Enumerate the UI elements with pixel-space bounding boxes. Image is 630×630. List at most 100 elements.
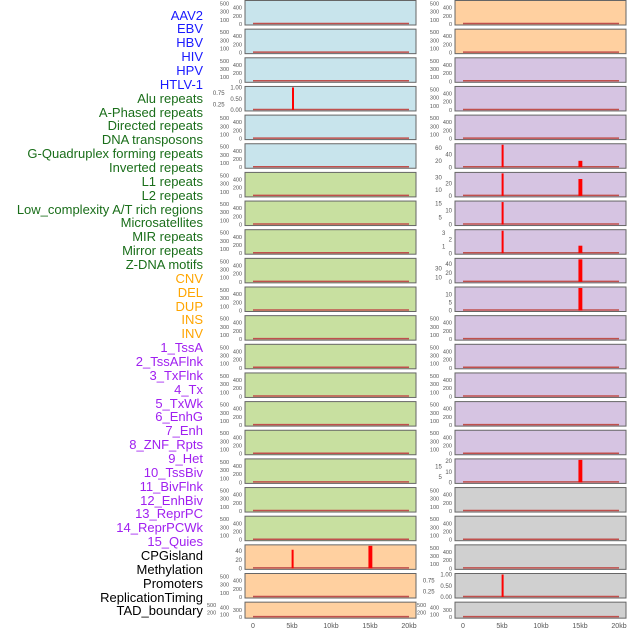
y-tick-label: 0 [449, 566, 452, 572]
y-tick-label: 300 [430, 96, 439, 102]
y-tick-label: 0 [449, 51, 452, 57]
y-tick-label: 3 [442, 231, 446, 237]
y-tick-label: 200 [443, 558, 452, 564]
y-tick-label: 0 [449, 165, 453, 171]
track-panel [244, 515, 417, 542]
y-tick-label: 200 [233, 358, 242, 364]
track-label: Mirror repeats [122, 243, 203, 259]
y-tick-label: 20 [445, 271, 452, 277]
y-tick-label: 300 [430, 325, 439, 331]
y-tick-label: 0.00 [440, 595, 452, 601]
y-tick-label: 100 [220, 304, 229, 310]
y-tick-label: 2 [449, 238, 453, 244]
y-tick-label: 100 [430, 505, 439, 511]
track-panel [454, 487, 627, 513]
y-tick-label: 0 [239, 137, 242, 143]
y-tick-label: 300 [220, 583, 229, 589]
y-tick-label: 400 [233, 149, 242, 155]
y-tick-label: 5 [438, 475, 442, 481]
y-tick-label: 500 [220, 1, 229, 7]
x-tick-label: 0 [461, 623, 465, 630]
track-label: HPV [176, 62, 203, 78]
y-tick-label: 20 [445, 459, 452, 465]
y-tick-label: 100 [220, 390, 229, 396]
track-panel [244, 372, 417, 398]
track-panel [244, 57, 417, 83]
y-tick-label: 100 [220, 247, 229, 253]
y-tick-label: 30 [435, 267, 442, 273]
y-tick-label: 200 [233, 186, 242, 192]
y-tick-label: 0 [239, 615, 242, 621]
track-panel [244, 458, 417, 484]
track-label: 11_BivFlnk [139, 478, 203, 494]
y-tick-label: 0 [239, 194, 242, 200]
y-tick-label: 100 [430, 362, 439, 368]
x-tick-label: 20kb [401, 623, 416, 630]
y-tick-label: 0 [449, 509, 452, 515]
y-tick-label: 200 [233, 214, 242, 220]
y-tick-label: 300 [220, 439, 229, 445]
y-tick-label: 400 [233, 235, 242, 241]
y-tick-label: 400 [233, 521, 242, 527]
track-panel [244, 143, 417, 169]
y-tick-label: 10 [435, 188, 442, 194]
track-label: Microsatellites [120, 215, 203, 231]
track-panel [244, 171, 417, 198]
y-tick-label: 500 [220, 517, 229, 523]
y-tick-label: 400 [430, 606, 439, 612]
y-tick-label: 100 [430, 534, 439, 540]
track-panel [454, 257, 627, 284]
y-tick-label: 500 [220, 403, 229, 409]
track-label: 12_EnhBiv [140, 492, 203, 508]
y-tick-label: 200 [443, 329, 452, 335]
track-label: Z-DNA motifs [125, 256, 203, 272]
track-panel [244, 544, 417, 570]
bar [368, 545, 373, 569]
track-label: 1_TssA [160, 340, 203, 356]
y-tick-label: 200 [443, 128, 452, 134]
track-panel [454, 229, 627, 255]
y-tick-label: 300 [220, 497, 229, 503]
y-tick-label: 200 [233, 272, 242, 278]
y-tick-label: 300 [220, 67, 229, 73]
y-tick-label: 300 [220, 10, 229, 16]
track-panel [454, 200, 627, 227]
bar [578, 288, 583, 311]
y-tick-label: 400 [233, 464, 242, 470]
y-tick-label: 200 [443, 42, 452, 48]
track-label: A-Phased repeats [98, 104, 203, 120]
y-tick-label: 500 [430, 517, 439, 523]
y-tick-label: 300 [430, 554, 439, 560]
track-panel [454, 458, 627, 484]
y-tick-label: 300 [430, 439, 439, 445]
y-tick-label: 100 [220, 161, 229, 167]
y-tick-label: 500 [430, 317, 439, 323]
track-panel [454, 85, 627, 112]
y-tick-label: 100 [220, 218, 229, 224]
y-tick-label: 100 [220, 419, 229, 425]
y-tick-label: 200 [233, 300, 242, 306]
y-tick-label: 200 [233, 415, 242, 421]
y-tick-label: 5 [449, 301, 453, 307]
y-tick-label: 100 [220, 476, 229, 482]
track-label: EBV [176, 21, 203, 37]
y-tick-label: 0 [449, 280, 453, 286]
y-tick-label: 60 [435, 146, 442, 152]
y-tick-label: 1 [442, 245, 446, 251]
y-tick-label: 0 [239, 165, 242, 171]
x-tick-label: 10kb [533, 623, 548, 630]
y-tick-label: 0 [449, 481, 453, 487]
y-tick-label: 100 [430, 333, 439, 339]
track-label: CPGisland [140, 548, 203, 564]
y-tick-label: 300 [443, 608, 452, 614]
y-tick-label: 100 [220, 613, 229, 619]
y-tick-label: 100 [430, 104, 439, 110]
y-tick-label: 0 [239, 366, 242, 372]
track-panel [454, 28, 627, 55]
x-tick-label: 20kb [611, 623, 626, 630]
track-label: 9_Het [168, 451, 203, 467]
y-tick-label: 200 [233, 501, 242, 507]
bar [291, 549, 294, 569]
y-tick-label: 400 [443, 435, 452, 441]
y-tick-label: 200 [207, 610, 216, 616]
